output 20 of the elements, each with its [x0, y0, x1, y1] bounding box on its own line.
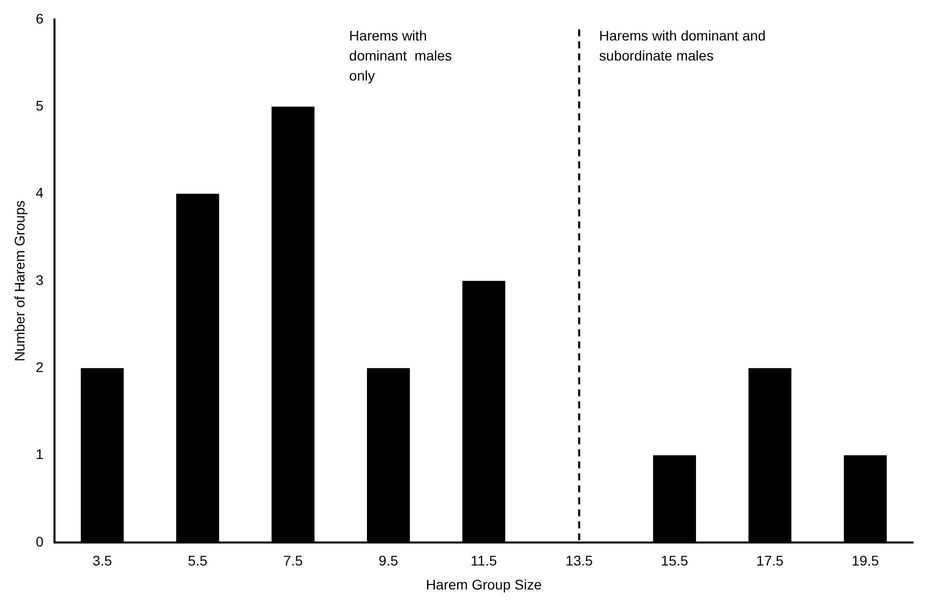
- x-tick-label: 9.5: [378, 552, 398, 569]
- y-tick-label: 6: [36, 10, 44, 26]
- y-tick-label: 1: [36, 446, 44, 462]
- x-tick-label: 5.5: [188, 552, 208, 569]
- y-tick-label: 0: [36, 533, 44, 550]
- x-axis-title: Harem Group Size: [426, 576, 542, 592]
- annotation: Harems with dominant and subordinate males: [599, 27, 766, 64]
- y-tick-label: 4: [36, 184, 44, 201]
- x-tick-label: 11.5: [470, 552, 498, 569]
- x-tick-label: 15.5: [660, 552, 688, 569]
- y-tick-label: 5: [36, 97, 44, 114]
- x-tick-label: 7.5: [283, 552, 303, 569]
- x-tick-label: 13.5: [566, 552, 594, 569]
- x-tick-label: 19.5: [852, 552, 880, 569]
- y-tick-label: 3: [36, 272, 44, 288]
- annotation: Harems with dominant males only: [349, 27, 452, 84]
- x-tick-label: 3.5: [92, 552, 112, 569]
- y-axis-title: Number of Harem Groups: [11, 200, 28, 362]
- y-tick-label: 2: [36, 358, 44, 375]
- x-tick-label: 17.5: [756, 552, 784, 569]
